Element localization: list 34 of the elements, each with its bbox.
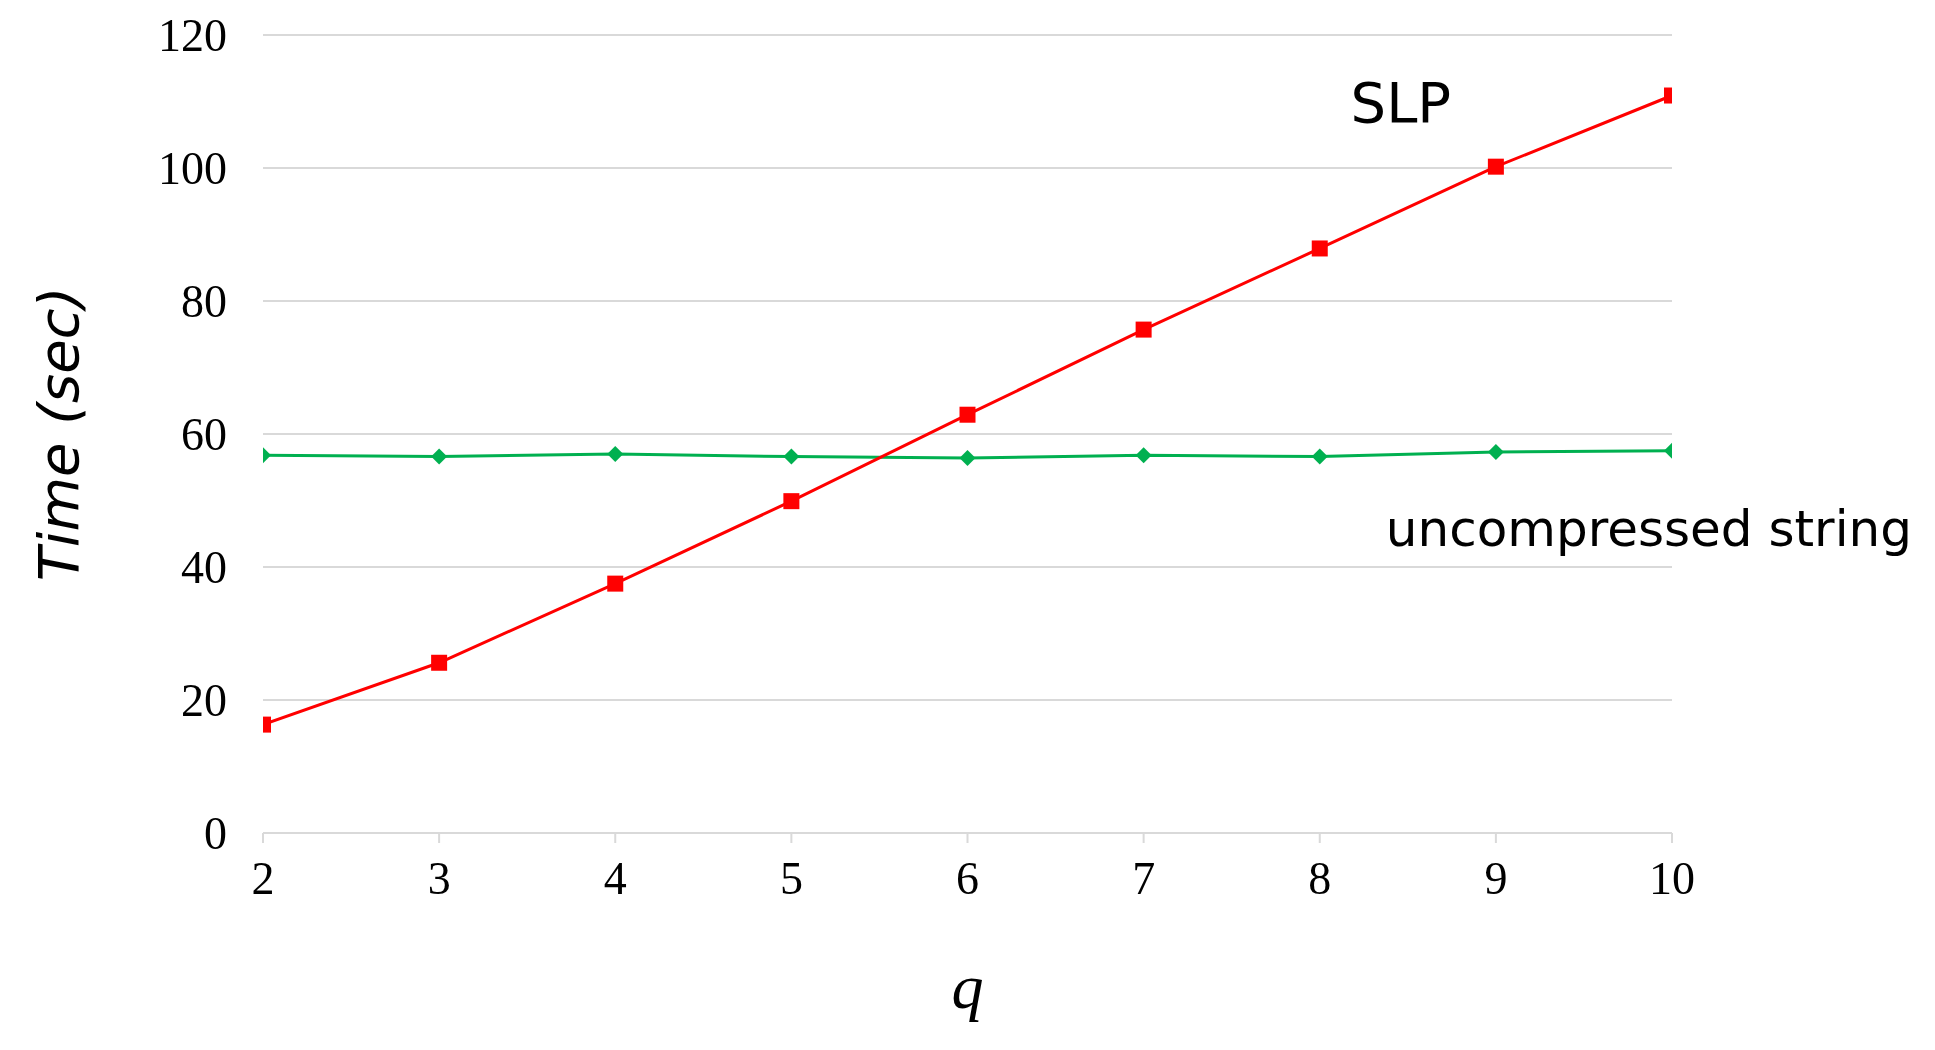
x-tick-label: 3: [427, 852, 451, 904]
y-tick-label: 60: [181, 409, 227, 461]
x-tick-label: 4: [603, 852, 627, 904]
x-tick-label: 8: [1308, 852, 1332, 904]
point: [1311, 448, 1328, 465]
point: [959, 449, 976, 466]
y-tick-label: 100: [158, 143, 227, 195]
point: [1311, 240, 1328, 257]
x-tick-label: 5: [779, 852, 803, 904]
point: [607, 575, 624, 592]
x-tick-label: 10: [1649, 852, 1695, 904]
point: [1135, 447, 1152, 464]
x-tick-label: 2: [251, 852, 275, 904]
point: [959, 406, 976, 423]
y-tick-label: 0: [204, 808, 227, 860]
x-tick-label: 6: [956, 852, 979, 904]
point: [431, 654, 448, 671]
x-tick-label: 9: [1484, 852, 1508, 904]
point: [607, 445, 624, 462]
series-label: uncompressed string: [1385, 499, 1912, 558]
y-tick-label: 80: [181, 276, 227, 328]
point: [1135, 321, 1152, 338]
y-tick-label: 120: [158, 10, 227, 62]
point: [783, 493, 800, 510]
x-tick-label: 7: [1132, 852, 1156, 904]
y-tick-label: 40: [181, 542, 227, 594]
point: [783, 448, 800, 465]
point: [1487, 443, 1504, 460]
series-label: SLP: [1350, 69, 1452, 135]
point: [431, 448, 448, 465]
y-axis-title: Time (sec): [25, 286, 91, 582]
point: [1487, 158, 1504, 175]
y-tick-label: 20: [181, 675, 227, 727]
x-axis-title: q: [951, 951, 984, 1022]
